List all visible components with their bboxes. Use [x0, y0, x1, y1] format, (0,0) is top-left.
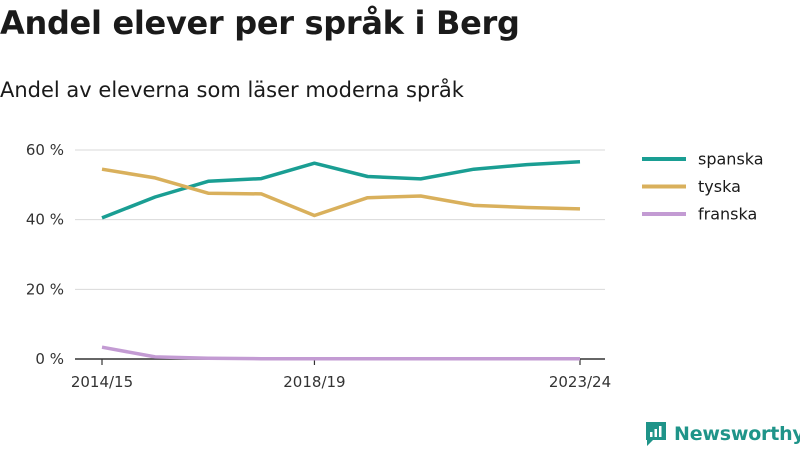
brand-name: Newsworthy	[674, 422, 800, 445]
newsworthy-icon	[646, 422, 666, 446]
x-tick-label: 2018/19	[283, 373, 345, 391]
series-line-franska	[101, 345, 580, 361]
legend-label-franska: franska	[698, 205, 757, 224]
chart-title: Andel elever per språk i Berg	[0, 4, 520, 42]
series-lines	[101, 160, 581, 361]
x-tick-label: 2014/15	[71, 373, 133, 391]
y-tick-label: 60 %	[26, 141, 64, 159]
series-line-tyska	[101, 167, 581, 218]
legend: spanska tyska franska	[642, 150, 764, 224]
chart-subtitle: Andel av eleverna som läser moderna språ…	[0, 78, 464, 102]
series-line-spanska	[101, 160, 581, 220]
y-tick-label: 20 %	[26, 280, 64, 298]
x-tick-label: 2023/24	[549, 373, 611, 391]
legend-label-tyska: tyska	[698, 177, 741, 196]
x-axis: 2014/15 2018/19 2023/24	[71, 358, 611, 391]
y-axis-ticks: 0 % 20 % 40 % 60 %	[26, 141, 64, 368]
grid-lines	[75, 149, 605, 290]
y-tick-label: 0 %	[35, 350, 64, 368]
newsworthy-logo: Newsworthy	[644, 420, 800, 447]
y-tick-label: 40 %	[26, 211, 64, 229]
legend-label-spanska: spanska	[698, 150, 764, 169]
